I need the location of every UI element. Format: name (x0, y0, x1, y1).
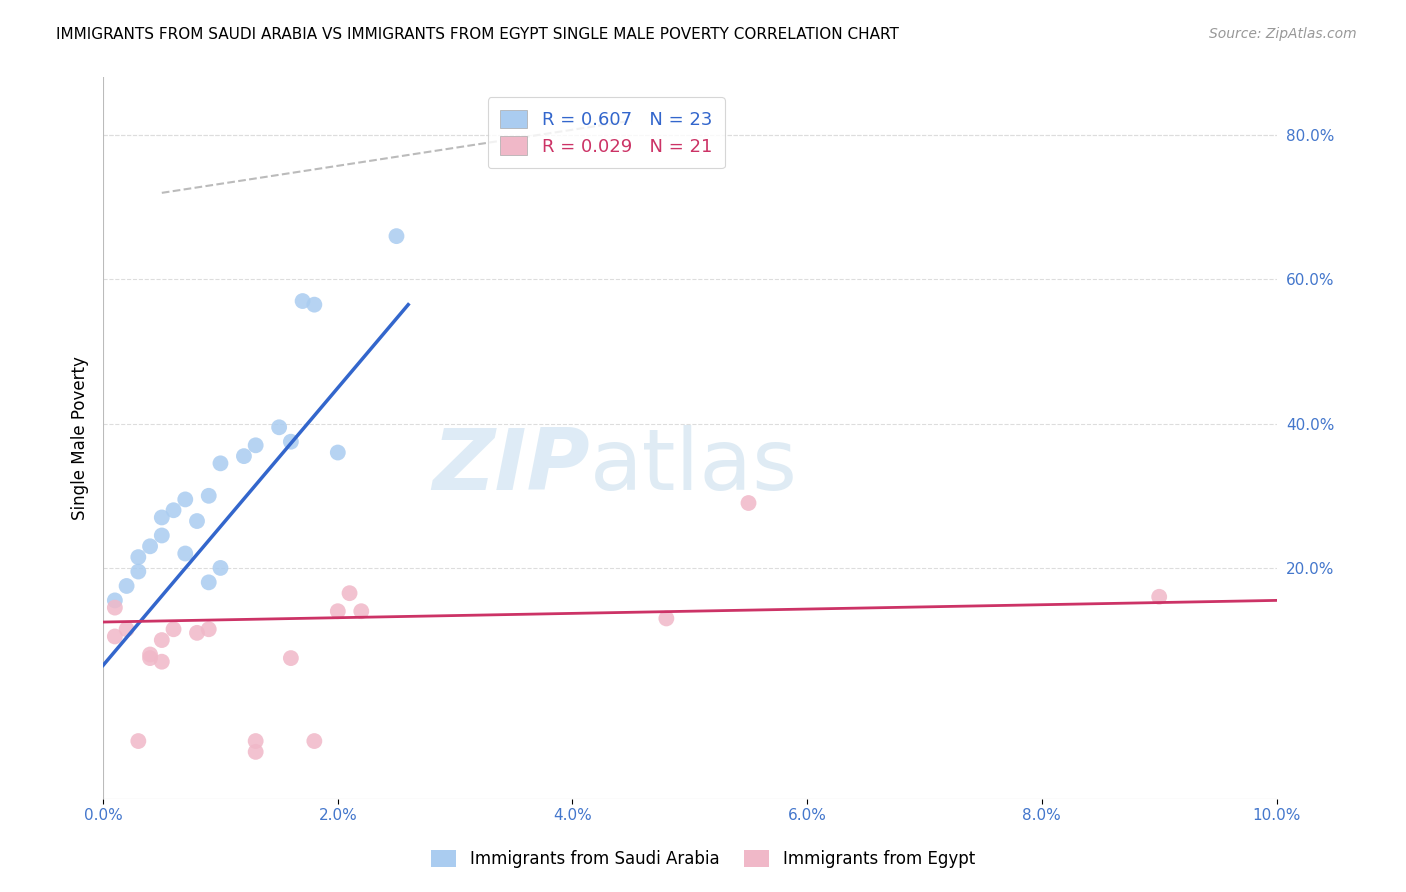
Text: atlas: atlas (591, 425, 799, 508)
Point (350, 604, 373, 618)
Point (104, 630, 127, 644)
Point (139, 539, 162, 553)
Point (139, 648, 162, 662)
Point (197, 575, 219, 590)
Point (150, 510, 173, 524)
Point (115, 622, 138, 636)
Point (150, 528, 173, 542)
Point (127, 550, 149, 565)
Point (245, 745, 267, 759)
Point (104, 593, 127, 607)
Point (326, 604, 349, 618)
Point (162, 503, 184, 517)
Point (304, 734, 326, 748)
Point (186, 625, 208, 640)
Point (139, 651, 162, 665)
Point (245, 734, 267, 748)
Point (174, 492, 197, 507)
Point (150, 655, 173, 669)
Point (162, 622, 184, 636)
Point (197, 622, 219, 636)
Point (339, 586, 361, 600)
Point (197, 489, 219, 503)
Point (291, 293, 314, 308)
Point (269, 420, 291, 434)
Legend: Immigrants from Saudi Arabia, Immigrants from Egypt: Immigrants from Saudi Arabia, Immigrants… (425, 843, 981, 875)
Point (104, 600, 127, 615)
Point (655, 611, 678, 625)
Point (127, 734, 149, 748)
Point (737, 496, 759, 510)
Point (115, 579, 138, 593)
Point (280, 434, 302, 449)
Legend: R = 0.607   N = 23, R = 0.029   N = 21: R = 0.607 N = 23, R = 0.029 N = 21 (488, 97, 725, 169)
Point (326, 445, 349, 459)
Point (209, 561, 232, 575)
Text: Source: ZipAtlas.com: Source: ZipAtlas.com (1209, 27, 1357, 41)
Point (232, 449, 254, 463)
Point (304, 298, 326, 312)
Y-axis label: Single Male Poverty: Single Male Poverty (72, 356, 89, 520)
Point (1147, 590, 1170, 604)
Point (127, 565, 149, 579)
Point (186, 514, 208, 528)
Point (280, 651, 302, 665)
Point (150, 633, 173, 648)
Text: ZIP: ZIP (433, 425, 591, 508)
Point (209, 456, 232, 470)
Text: IMMIGRANTS FROM SAUDI ARABIA VS IMMIGRANTS FROM EGYPT SINGLE MALE POVERTY CORREL: IMMIGRANTS FROM SAUDI ARABIA VS IMMIGRAN… (56, 27, 898, 42)
Point (245, 438, 267, 452)
Point (174, 547, 197, 561)
Point (385, 229, 408, 244)
